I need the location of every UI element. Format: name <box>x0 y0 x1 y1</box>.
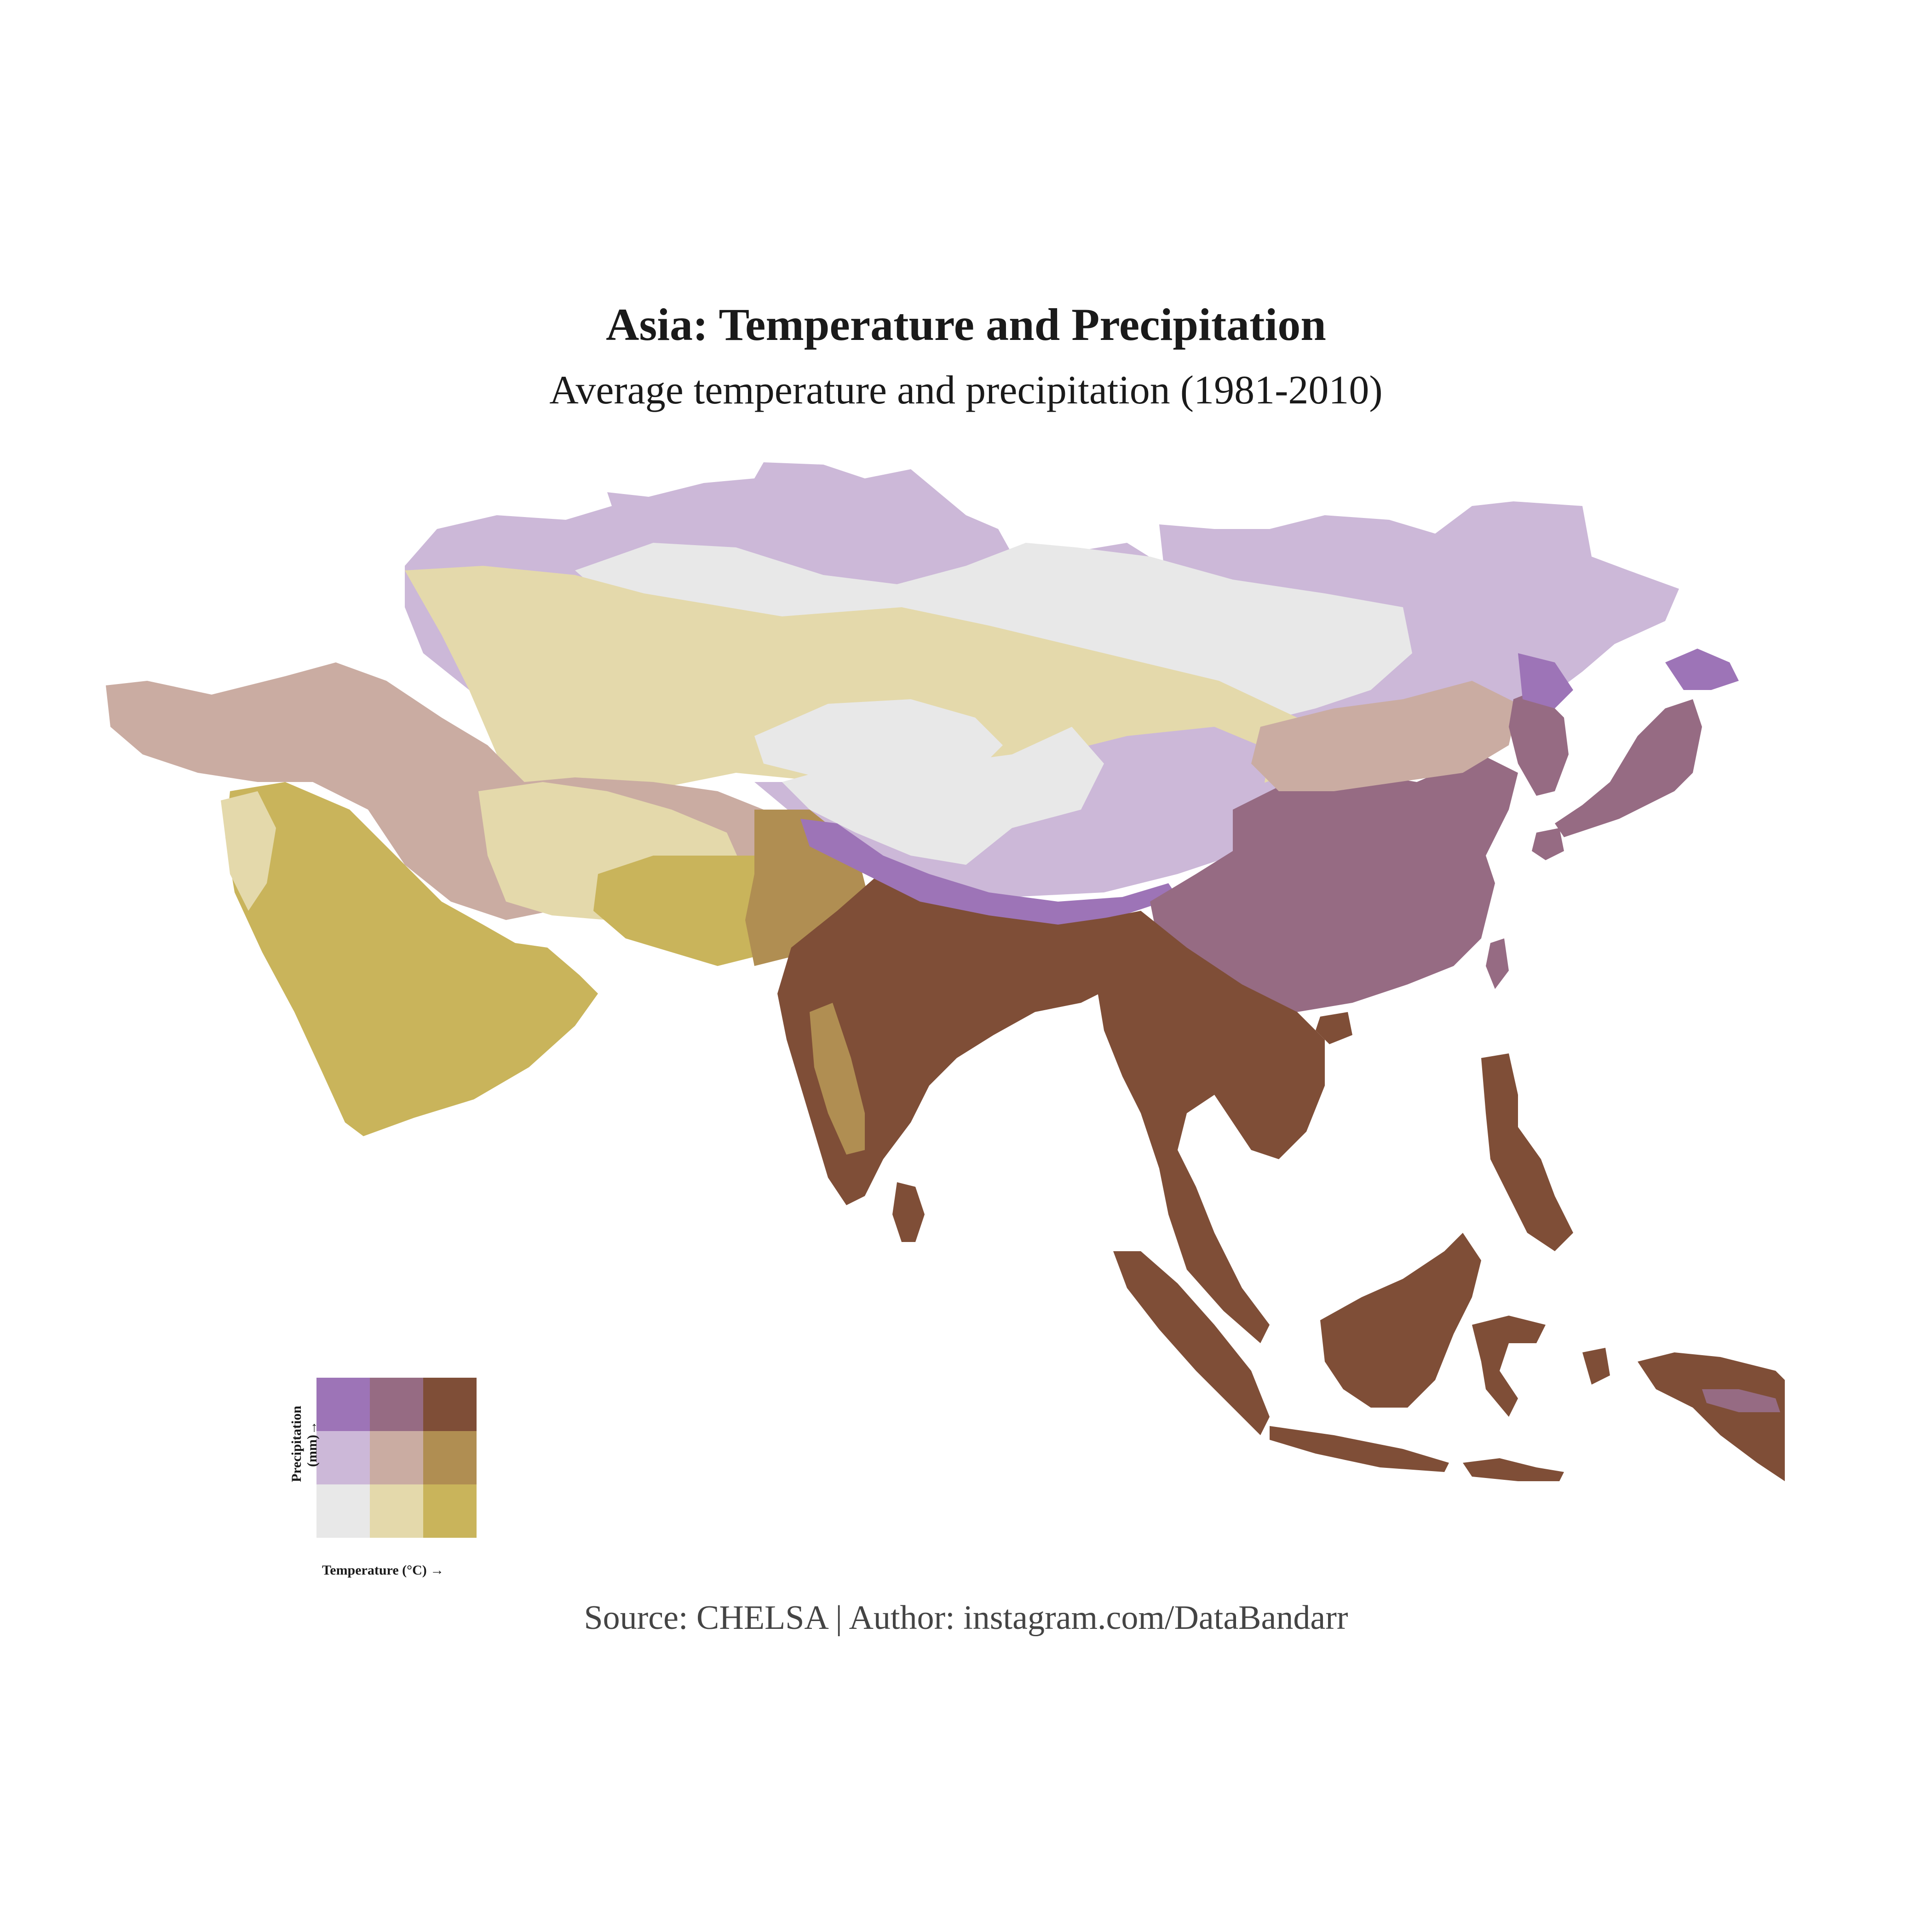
region-tarim-basin <box>754 699 1003 782</box>
legend-cell <box>423 1378 477 1431</box>
region-new-guinea <box>1638 1352 1785 1481</box>
region-sumatra <box>1113 1251 1270 1435</box>
region-moluccas <box>1582 1348 1610 1385</box>
region-north-china <box>1251 681 1518 791</box>
bivariate-legend <box>316 1378 477 1538</box>
region-pakistan <box>593 856 800 966</box>
region-philippines <box>1481 1053 1573 1251</box>
region-lesser-sunda <box>1463 1458 1564 1481</box>
source-caption: Source: CHELSA | Author: instagram.com/D… <box>584 1599 1348 1637</box>
region-taiwan <box>1486 938 1509 989</box>
legend-y-label: Precipitation (mm)→ <box>289 1375 320 1513</box>
region-borneo <box>1320 1233 1481 1408</box>
legend-x-label: Temperature (°C) → <box>322 1563 444 1578</box>
legend-cell <box>423 1431 477 1484</box>
legend-cell <box>370 1431 423 1484</box>
region-indochina <box>1095 911 1325 1343</box>
map-title: Asia: Temperature and Precipitation <box>606 299 1326 350</box>
region-japan-kyushu <box>1532 828 1564 860</box>
legend-y-label-line1: Precipitation <box>289 1405 304 1483</box>
legend-y-label-line2: (mm)→ <box>305 1421 320 1467</box>
region-sulawesi <box>1472 1316 1546 1417</box>
region-tibet-high <box>782 727 1104 865</box>
legend-cell <box>370 1378 423 1431</box>
legend-cell <box>316 1431 370 1484</box>
region-sri-lanka <box>892 1182 925 1242</box>
region-himalaya <box>800 819 1178 925</box>
map-subtitle: Average temperature and precipitation (1… <box>549 368 1383 413</box>
region-korea <box>1509 690 1569 796</box>
region-arabia <box>225 782 598 1136</box>
region-levant <box>221 791 276 911</box>
legend-cell <box>316 1484 370 1538</box>
legend-cell <box>423 1484 477 1538</box>
region-new-guinea-highlands <box>1702 1389 1780 1412</box>
region-india <box>777 879 1141 1205</box>
region-japan-honshu <box>1555 699 1702 837</box>
region-japan-hokkaido <box>1665 649 1739 690</box>
region-china-east <box>1150 754 1518 1012</box>
region-manchuria <box>1518 653 1573 708</box>
legend-cell <box>370 1484 423 1538</box>
legend-cell <box>316 1378 370 1431</box>
region-java <box>1270 1426 1449 1472</box>
region-deccan-dry <box>810 1003 865 1155</box>
region-hainan <box>1316 1012 1352 1044</box>
